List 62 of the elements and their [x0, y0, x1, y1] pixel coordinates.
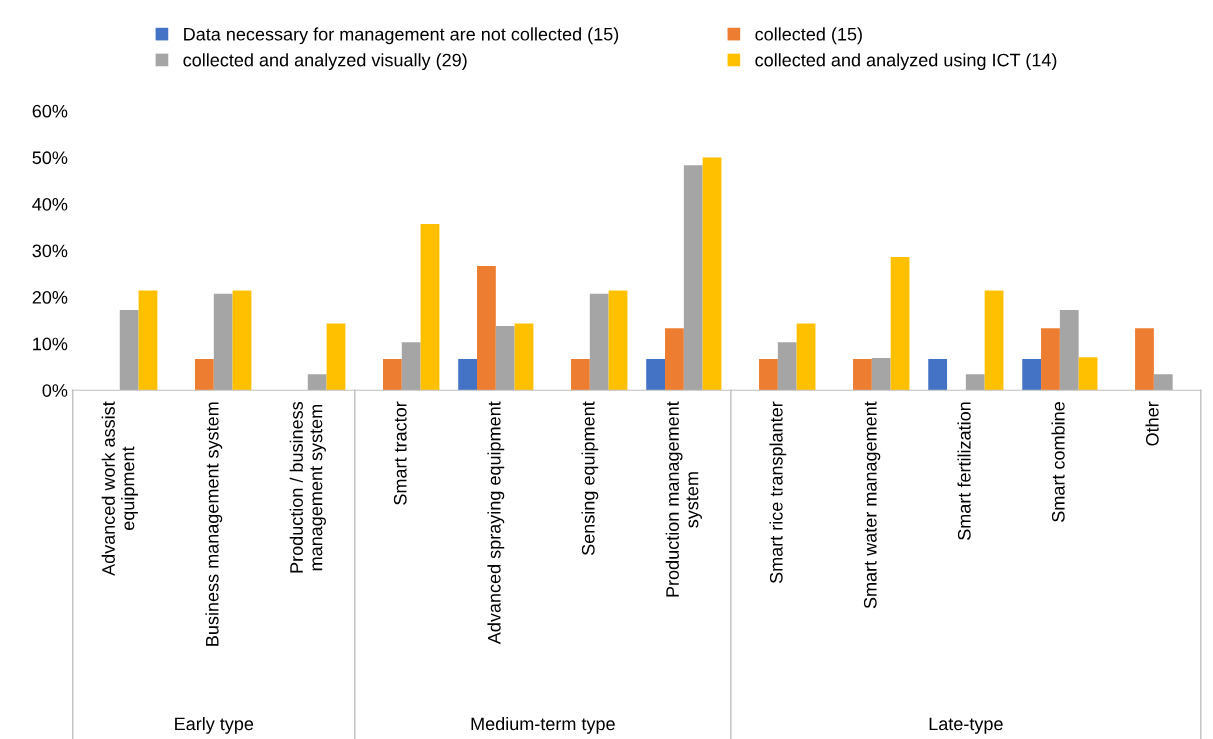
- bar: [646, 359, 666, 391]
- bar: [608, 290, 628, 391]
- legend-label: collected and analyzed using ICT (14): [755, 53, 1057, 71]
- bar: [702, 157, 722, 391]
- bar: [213, 293, 233, 391]
- x-tick-label: Smart fertilization: [957, 402, 971, 540]
- bar: [1153, 374, 1173, 391]
- y-tick-label: 20%: [32, 291, 68, 304]
- bar: [1022, 359, 1042, 391]
- x-tick-label: Advanced work assist equipment: [101, 401, 138, 576]
- text: Early type: [175, 716, 254, 734]
- x-tick-label: Other: [1145, 401, 1159, 446]
- x-tick-label: Production / business management system: [289, 401, 326, 573]
- y-tick-label: 50%: [32, 151, 68, 165]
- y-tick-label: 0%: [42, 384, 68, 397]
- bar: [420, 223, 440, 391]
- bar: [326, 323, 346, 391]
- x-tick-label: Smart tractor: [393, 401, 407, 505]
- bar: [194, 359, 214, 391]
- bar: [1041, 328, 1060, 391]
- bar: [514, 323, 534, 391]
- bar: [477, 265, 496, 391]
- text: Late-type: [929, 717, 1003, 734]
- bar: [571, 359, 590, 391]
- x-tick-label: Business management system: [205, 402, 223, 646]
- bar: [383, 359, 402, 391]
- x-tick-label: Production management system: [665, 401, 702, 597]
- bar: [1135, 328, 1154, 391]
- x-tick-label: Sensing equipment: [581, 401, 599, 556]
- legend-label: collected and analyzed visually (29): [183, 53, 467, 71]
- bar: [1059, 310, 1079, 391]
- bar: [890, 257, 910, 391]
- bar: [853, 359, 872, 391]
- bar: [138, 290, 158, 391]
- text: Medium-term type: [471, 716, 615, 734]
- bar: [777, 342, 797, 391]
- bar: [683, 165, 703, 391]
- bar: [119, 310, 139, 391]
- bar: [759, 359, 778, 391]
- bar: [232, 290, 252, 391]
- bar: [965, 374, 985, 391]
- bar: [307, 374, 327, 391]
- bar: [401, 342, 421, 391]
- bar: [495, 325, 515, 391]
- bar: [796, 323, 816, 391]
- y-tick-label: 40%: [32, 197, 68, 211]
- bar: [665, 328, 684, 391]
- bar: [871, 358, 891, 391]
- legend-label: Data necessary for management are not collected (15): [184, 27, 619, 45]
- x-tick-label: Smart rice transplanter: [769, 401, 787, 584]
- bar: [984, 290, 1004, 391]
- x-tick-label: Smart water management: [863, 401, 881, 609]
- legend-label: collected (15): [755, 27, 862, 45]
- x-tick-label: Advanced spraying equipment: [487, 401, 505, 645]
- x-tick-label: Smart combine: [1051, 402, 1065, 522]
- bar: [928, 359, 948, 391]
- y-tick-label: 10%: [33, 337, 68, 351]
- bar: [1078, 357, 1098, 391]
- bar: [458, 359, 478, 391]
- bar: [589, 293, 609, 391]
- y-tick-label: 60%: [32, 104, 68, 118]
- y-tick-label: 30%: [32, 244, 68, 258]
